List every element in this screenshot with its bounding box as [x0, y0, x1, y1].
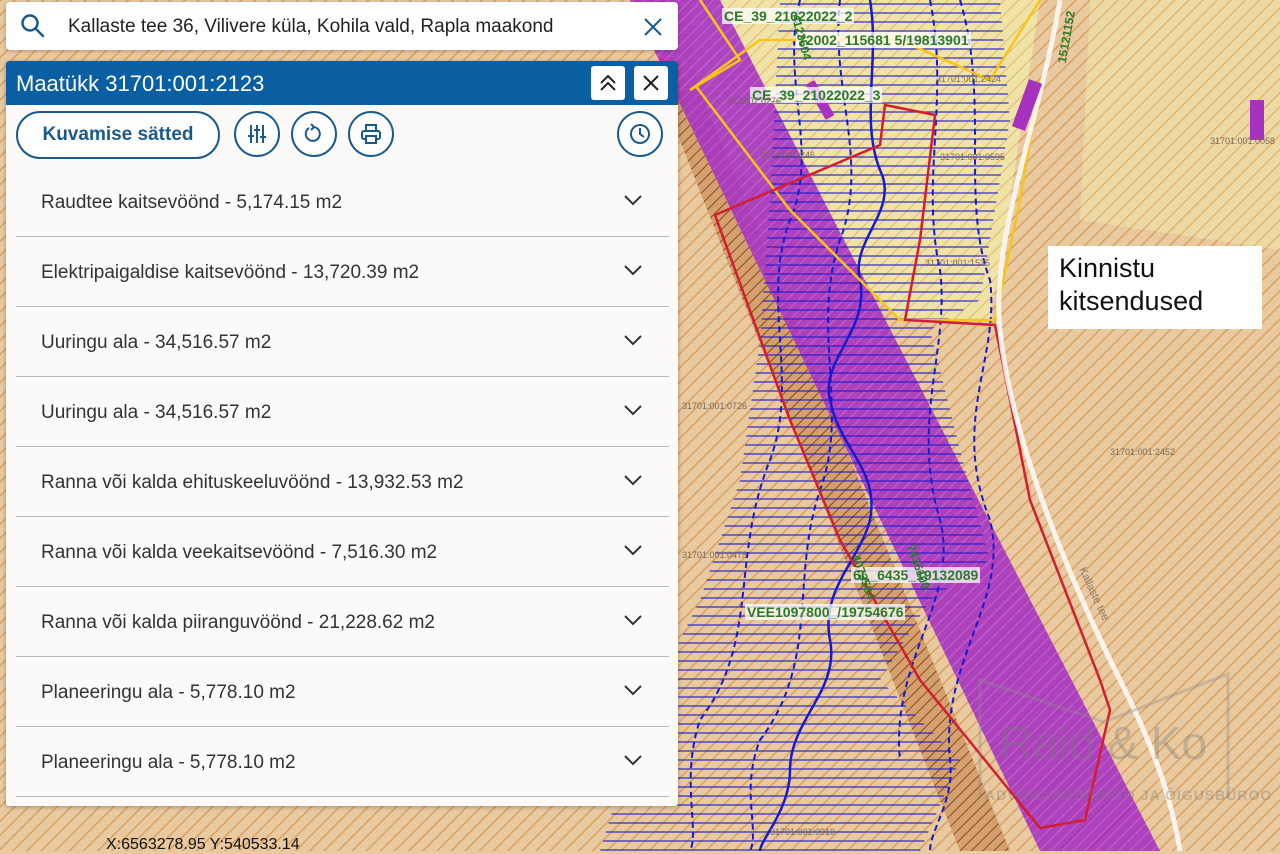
- coordinates-readout: X:6563278.95 Y:540533.14: [106, 836, 300, 853]
- chevron-down-icon[interactable]: [623, 684, 643, 696]
- parcel-panel: Maatükk 31701:001:2123 Kuvamise sätted: [6, 61, 678, 806]
- restriction-list: Raudtee kaitsevöönd - 5,174.15 m2 Elektri…: [16, 167, 669, 797]
- restriction-item-label: Ranna või kalda ehituskeeluvöönd - 13,93…: [41, 472, 464, 493]
- chevron-down-icon[interactable]: [623, 614, 643, 626]
- double-chevron-up-icon: [600, 74, 616, 91]
- restriction-item-label: Planeeringu ala - 5,778.10 m2: [41, 752, 296, 773]
- restriction-item-label: Raudtee kaitsevöönd - 5,174.15 m2: [41, 192, 343, 213]
- chevron-down-icon[interactable]: [623, 264, 643, 276]
- chevron-down-icon[interactable]: [623, 404, 643, 416]
- annotation-line-1: Kinnistu: [1059, 253, 1156, 283]
- search-bar[interactable]: Kallaste tee 36, Vilivere küla, Kohila v…: [6, 2, 678, 50]
- restriction-item-label: Uuringu ala - 34,516.57 m2: [41, 332, 272, 353]
- annotation-box: Kinnistu kitsendused: [1048, 246, 1262, 329]
- restriction-item[interactable]: Planeeringu ala - 5,778.10 m2: [16, 727, 669, 797]
- watermark-logo: [978, 672, 1230, 798]
- parcel-label: 31701:001:0475: [682, 550, 748, 560]
- close-panel-button[interactable]: [634, 66, 668, 100]
- parcel-label: 31701:001:0058: [1210, 136, 1276, 146]
- map-label-code-d: 6L_6435_19132089: [851, 567, 981, 583]
- parcel-label: 31701:001:1535: [925, 258, 991, 268]
- restriction-item-label: Planeeringu ala - 5,778.10 m2: [41, 682, 296, 703]
- restriction-item-label: Elektripaigaldise kaitsevöönd - 13,720.3…: [41, 262, 420, 283]
- history-button[interactable]: [617, 111, 663, 157]
- restriction-item[interactable]: Ranna või kalda ehituskeeluvöönd - 13,93…: [16, 447, 669, 517]
- clock-icon: [630, 124, 650, 144]
- parcel-label: 702:002:0276: [726, 96, 782, 106]
- map-label-vee: VEE1097800_/19754676: [745, 604, 906, 620]
- restriction-item-label: Ranna või kalda piiranguvöönd - 21,228.6…: [41, 612, 435, 633]
- restriction-item-label: Uuringu ala - 34,516.57 m2: [41, 402, 272, 423]
- restriction-item[interactable]: Uuringu ala - 34,516.57 m2: [16, 377, 669, 447]
- parcel-label: 31701:001:0726: [682, 401, 748, 411]
- parcel-label: 31701:001:0910: [770, 827, 836, 837]
- watermark-subtext: ADVOKAADIBÜROO JA ÕIGUSBÜROO: [985, 787, 1273, 803]
- close-icon: [643, 75, 659, 91]
- map-label-ce-2: CE_39_21022022_3: [750, 87, 883, 103]
- chevron-down-icon[interactable]: [623, 544, 643, 556]
- panel-title: Maatükk 31701:001:2123: [16, 71, 265, 96]
- search-input[interactable]: Kallaste tee 36, Vilivere küla, Kohila v…: [68, 16, 554, 37]
- chevron-down-icon[interactable]: [623, 754, 643, 766]
- restriction-item[interactable]: Raudtee kaitsevöönd - 5,174.15 m2: [16, 167, 669, 237]
- filter-button[interactable]: [234, 111, 280, 157]
- parcel-label: 31701:001:2424: [936, 74, 1002, 84]
- restriction-item[interactable]: Ranna või kalda veekaitsevöönd - 7,516.3…: [16, 517, 669, 587]
- parcel-label: 31701:001:0595: [940, 152, 1006, 162]
- chevron-down-icon[interactable]: [623, 194, 643, 206]
- map-label-ce-1: CE_39_21022022_2: [722, 8, 855, 24]
- refresh-button[interactable]: [291, 111, 337, 157]
- map-label-code-a: 72002_115681 5/19813901: [796, 32, 971, 48]
- watermark-text: Raid & Ko: [1000, 717, 1208, 769]
- restriction-item-label: Ranna või kalda veekaitsevöönd - 7,516.3…: [41, 542, 438, 563]
- chevron-down-icon[interactable]: [623, 334, 643, 346]
- refresh-icon: [304, 123, 321, 142]
- restriction-item[interactable]: Uuringu ala - 34,516.57 m2: [16, 307, 669, 377]
- print-button[interactable]: [348, 111, 394, 157]
- sliders-icon: [248, 125, 266, 143]
- collapse-button[interactable]: [591, 66, 625, 100]
- search-icon[interactable]: [20, 13, 46, 39]
- panel-header: Maatükk 31701:001:2123: [6, 61, 678, 105]
- restriction-item[interactable]: Planeeringu ala - 5,778.10 m2: [16, 657, 669, 727]
- chevron-down-icon[interactable]: [623, 474, 643, 486]
- restriction-item[interactable]: Ranna või kalda piiranguvöönd - 21,228.6…: [16, 587, 669, 657]
- parcel-label: 31701:001:2452: [1110, 447, 1176, 457]
- annotation-line-2: kitsendused: [1059, 286, 1204, 316]
- parcel-label: 702:002:0246: [760, 150, 816, 160]
- display-settings-button[interactable]: Kuvamise sätted: [16, 111, 220, 159]
- restriction-item[interactable]: Elektripaigaldise kaitsevöönd - 13,720.3…: [16, 237, 669, 307]
- close-icon[interactable]: [642, 16, 664, 38]
- printer-icon: [361, 124, 381, 144]
- panel-toolbar: Kuvamise sätted: [6, 105, 678, 167]
